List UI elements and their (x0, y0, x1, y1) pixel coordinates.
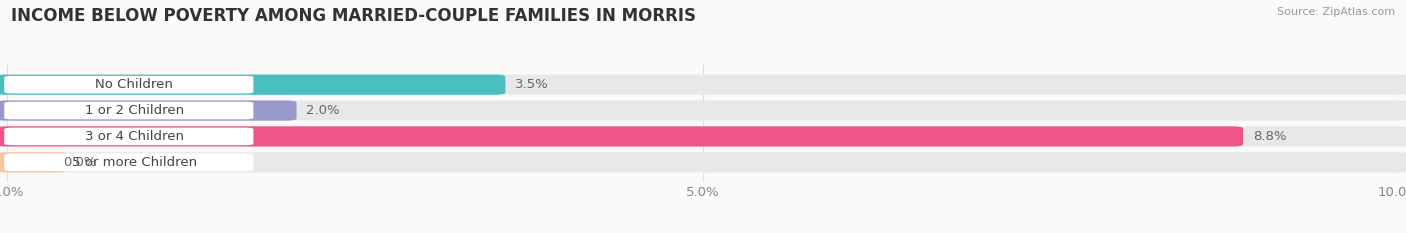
FancyBboxPatch shape (0, 75, 1406, 95)
Text: 1 or 2 Children: 1 or 2 Children (84, 104, 184, 117)
FancyBboxPatch shape (0, 100, 1406, 121)
Text: No Children: No Children (96, 78, 173, 91)
Text: 3.5%: 3.5% (515, 78, 548, 91)
FancyBboxPatch shape (0, 126, 1406, 147)
FancyBboxPatch shape (4, 76, 253, 93)
Text: INCOME BELOW POVERTY AMONG MARRIED-COUPLE FAMILIES IN MORRIS: INCOME BELOW POVERTY AMONG MARRIED-COUPL… (11, 7, 696, 25)
FancyBboxPatch shape (4, 102, 253, 119)
FancyBboxPatch shape (0, 75, 505, 95)
Text: 8.8%: 8.8% (1253, 130, 1286, 143)
Text: Source: ZipAtlas.com: Source: ZipAtlas.com (1277, 7, 1395, 17)
FancyBboxPatch shape (4, 128, 253, 145)
Text: 3 or 4 Children: 3 or 4 Children (84, 130, 184, 143)
Text: 5 or more Children: 5 or more Children (72, 156, 197, 169)
FancyBboxPatch shape (4, 154, 253, 171)
FancyBboxPatch shape (0, 126, 1243, 147)
FancyBboxPatch shape (0, 152, 1406, 172)
FancyBboxPatch shape (0, 152, 67, 172)
FancyBboxPatch shape (0, 100, 297, 121)
Text: 2.0%: 2.0% (307, 104, 340, 117)
Text: 0.0%: 0.0% (63, 156, 96, 169)
